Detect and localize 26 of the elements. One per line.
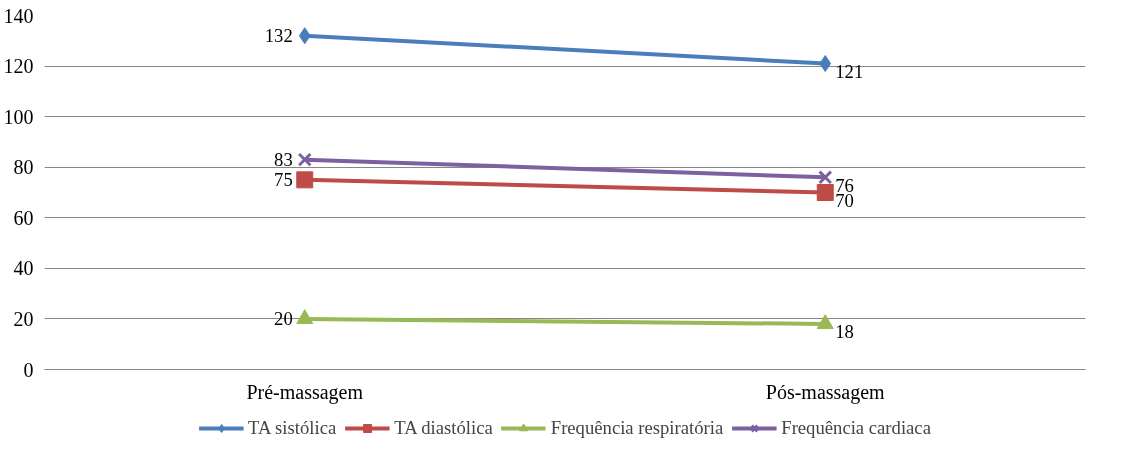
y-tick-label: 60: [13, 206, 34, 229]
x-tick-label: Pré-massagem: [246, 380, 364, 404]
point: [816, 184, 834, 201]
data-label: 18: [835, 321, 854, 343]
point: [298, 27, 311, 45]
legend-label: TA sistólica: [248, 416, 337, 439]
legend-label: TA diastólica: [394, 416, 493, 439]
y-tick-label: 0: [23, 358, 34, 381]
data-label: 132: [264, 25, 293, 47]
data-label: 20: [274, 308, 293, 330]
legend-label: Frequência respiratória: [550, 416, 724, 439]
legend-label: Frequência cardiaca: [781, 416, 931, 439]
x-tick-label: Pós-massagem: [765, 380, 886, 404]
y-tick-label: 100: [3, 105, 34, 128]
y-tick-label: 80: [13, 156, 34, 179]
y-tick-label: 40: [13, 257, 34, 280]
y-tick-label: 20: [13, 307, 34, 330]
y-tick-label: 140: [3, 4, 34, 27]
point: [297, 152, 312, 167]
data-label: 121: [835, 61, 864, 83]
data-label: 75: [274, 169, 293, 191]
point: [818, 170, 833, 185]
data-label: 83: [274, 149, 293, 171]
point: [819, 55, 832, 73]
point: [296, 171, 314, 189]
y-tick-label: 120: [3, 55, 34, 78]
